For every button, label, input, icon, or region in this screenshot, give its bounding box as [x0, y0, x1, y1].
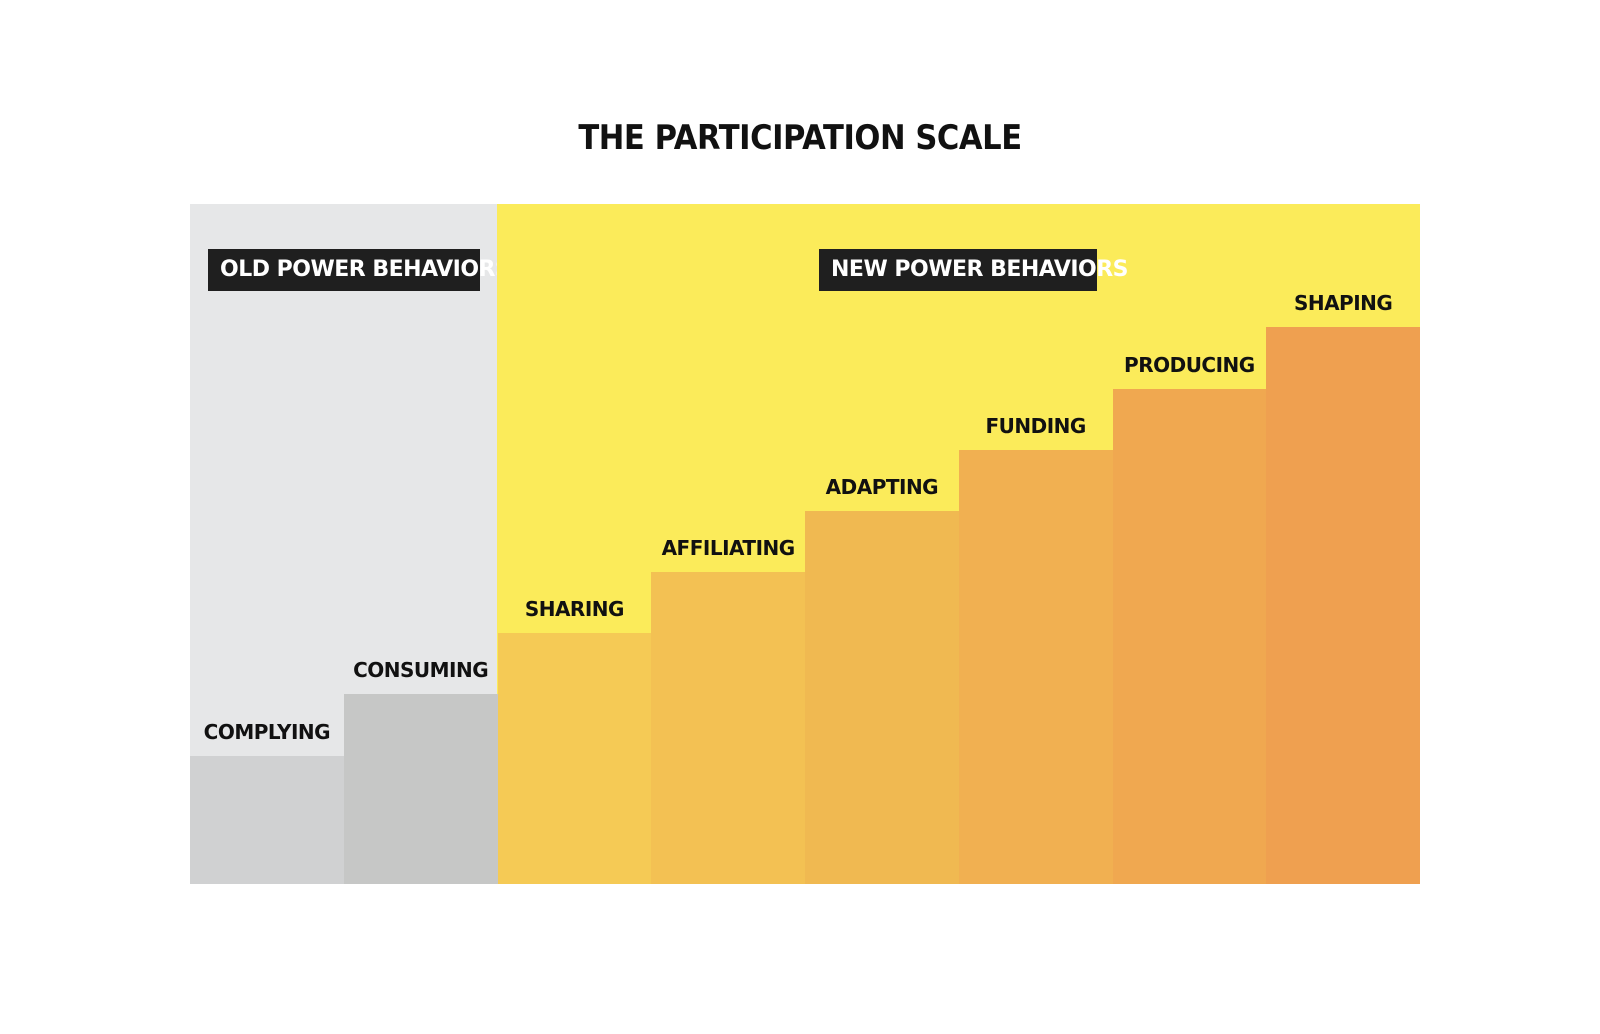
participation-scale-diagram: OLD POWER BEHAVIORS NEW POWER BEHAVIORS … [190, 204, 1420, 884]
step-funding [958, 450, 1113, 884]
diagram-title: THE PARTICIPATION SCALE [578, 118, 1022, 158]
step-affiliating [651, 572, 805, 884]
step-label-complying: COMPLYING [203, 720, 331, 744]
step-sharing [497, 633, 652, 884]
step-label-adapting: ADAPTING [825, 475, 939, 499]
step-adapting [805, 511, 959, 884]
step-label-sharing: SHARING [524, 597, 625, 621]
step-shaping [1266, 327, 1420, 884]
step-label-producing: PRODUCING [1124, 353, 1255, 377]
step-consuming [343, 694, 498, 884]
new-power-label: NEW POWER BEHAVIORS [819, 249, 1129, 291]
step-label-affiliating: AFFILIATING [661, 536, 796, 560]
step-complying [190, 756, 344, 884]
step-producing [1112, 389, 1267, 884]
old-power-label: OLD POWER BEHAVIORS [208, 249, 511, 291]
step-label-funding: FUNDING [985, 414, 1086, 438]
step-label-shaping: SHAPING [1293, 291, 1393, 315]
step-label-consuming: CONSUMING [353, 658, 489, 682]
